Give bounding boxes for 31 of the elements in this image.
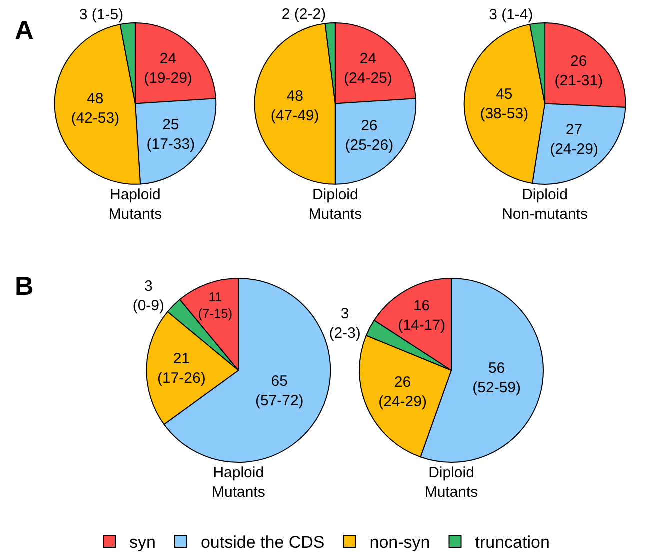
data-label: 11 (7-15) (198, 289, 233, 322)
text: B (15, 271, 34, 301)
data-label: 45 (38-53) (480, 86, 529, 123)
data-label: 21 (17-26) (157, 350, 206, 387)
data-label: 16 (14-17) (398, 298, 446, 334)
data-label: 48 (47-49) (270, 88, 320, 125)
legend-label: syn (130, 533, 156, 552)
data-label: 56 (52-59) (472, 360, 521, 397)
text: Diploid Mutants (424, 464, 478, 501)
data-label: 2 (2-2) (282, 6, 326, 24)
data-label: 65 (57-72) (255, 373, 304, 410)
data-label: 3 (1-5) (79, 6, 124, 24)
data-label: 26 (21-31) (554, 53, 604, 90)
data-label: 27 (24-29) (550, 121, 598, 158)
text: Diploid Mutants (308, 186, 362, 223)
data-label: 3 (0-9) (132, 278, 164, 315)
data-label: 24 (24-25) (344, 50, 392, 88)
legend-label: non-syn (370, 533, 430, 552)
data-label: 3 (1-4) (489, 6, 534, 24)
data-label: 48 (42-53) (71, 90, 120, 128)
text: Haploid Mutants (212, 464, 266, 501)
text: Diploid Non-mutants (502, 186, 588, 223)
data-label: 26 (25-26) (345, 117, 394, 154)
data-label: 24 (19-29) (144, 50, 192, 88)
data-label: 25 (17-33) (146, 116, 196, 154)
text: A (15, 15, 34, 45)
legend-label: outside the CDS (200, 533, 325, 552)
legend-label: truncation (475, 533, 550, 552)
data-label: 3 (2-3) (329, 306, 361, 342)
text: Haploid Mutants (108, 186, 162, 223)
data-label: 26 (24-29) (378, 374, 427, 411)
